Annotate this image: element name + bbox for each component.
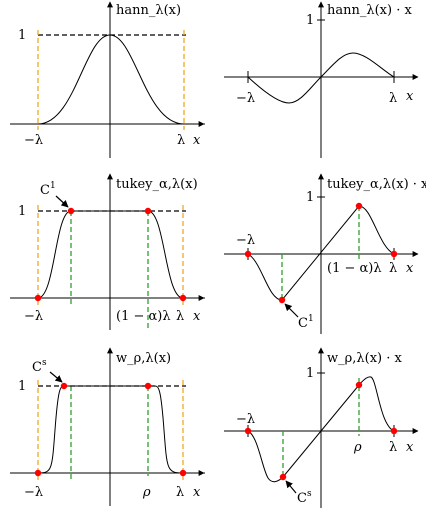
- y-axis-label: hann_λ(x): [116, 3, 181, 18]
- y-tick-one: 1: [18, 28, 26, 43]
- x-tick-lambda: λ: [176, 309, 184, 324]
- marker-point: [60, 382, 68, 390]
- y-axis-label: tukey_α,λ(x) · x: [327, 177, 426, 192]
- marker-point: [34, 469, 42, 477]
- x-axis-label: x: [406, 440, 414, 455]
- panel-tukey: C1 1 −λ (1 − α)λ λ x tukey_α,λ(x): [10, 173, 205, 330]
- c1-arrow: [55, 195, 69, 208]
- panel-hann-times-x: 1 −λ λ x hann_λ(x) · x: [224, 1, 419, 158]
- x-tick-minus-lambda: −λ: [236, 233, 255, 248]
- x-tick-minus-lambda: −λ: [24, 309, 43, 324]
- x-tick-rho: ρ: [142, 485, 151, 500]
- c1-arrow: [284, 303, 299, 318]
- x-axis-label: x: [406, 261, 414, 276]
- w-times-x-curve: [224, 376, 412, 483]
- marker-point: [34, 294, 42, 302]
- panel-w: Cs 1 −λ ρ λ x w_ρ,λ(x): [10, 347, 205, 506]
- y-axis-label: w_ρ,λ(x): [116, 351, 171, 366]
- x-tick-rho: ρ: [353, 440, 362, 455]
- y-tick-one: 1: [306, 366, 314, 381]
- x-tick-minus-lambda: −λ: [236, 91, 255, 106]
- x-tick-lambda: λ: [389, 440, 397, 455]
- x-tick-one-minus-alpha-lambda: (1 − α)λ: [116, 309, 171, 324]
- tukey-curve: [10, 210, 205, 299]
- x-axis-label: x: [193, 133, 201, 148]
- panel-tukey-times-x: C1 1 −λ (1 − α)λ λ x tukey_α,λ(x) · x: [224, 173, 426, 334]
- y-tick-one: 1: [306, 190, 314, 205]
- x-tick-minus-lambda: −λ: [24, 133, 43, 148]
- x-tick-minus-lambda: −λ: [236, 412, 255, 427]
- y-tick-one: 1: [306, 13, 314, 28]
- marker-point: [278, 296, 286, 304]
- marker-point: [144, 382, 152, 390]
- y-tick-one: 1: [18, 379, 26, 394]
- marker-point: [144, 207, 152, 215]
- y-axis-label: hann_λ(x) · x: [327, 3, 412, 18]
- x-tick-lambda: λ: [176, 485, 184, 500]
- marker-point: [355, 202, 363, 210]
- tukey-times-x-curve: [224, 205, 412, 301]
- x-tick-one-minus-alpha-lambda: (1 − α)λ: [327, 261, 382, 276]
- cs-arrow: [49, 371, 63, 383]
- y-tick-one: 1: [18, 204, 26, 219]
- x-tick-lambda: λ: [389, 91, 397, 106]
- x-tick-lambda: λ: [389, 261, 397, 276]
- marker-point: [67, 207, 75, 215]
- y-axis-label: w_ρ,λ(x) · x: [327, 351, 403, 366]
- marker-point: [279, 473, 287, 481]
- x-tick-minus-lambda: −λ: [24, 485, 43, 500]
- panel-w-times-x: Cs 1 −λ ρ λ x w_ρ,λ(x) · x: [224, 347, 419, 508]
- cs-arrow: [285, 480, 297, 494]
- c1-label: C1: [298, 314, 314, 331]
- c1-label: C1: [40, 181, 56, 198]
- x-tick-lambda: λ: [177, 133, 185, 148]
- marker-point: [179, 469, 187, 477]
- x-axis-label: x: [406, 89, 414, 104]
- w-curve: [10, 385, 205, 474]
- cs-label: Cs: [297, 489, 312, 506]
- hann-times-x-curve: [224, 52, 412, 104]
- cs-label: Cs: [32, 358, 47, 375]
- marker-point: [244, 427, 252, 435]
- panel-hann: 1 −λ λ x hann_λ(x): [10, 1, 205, 158]
- hann-curve: [10, 34, 205, 125]
- x-axis-label: x: [193, 485, 201, 500]
- y-axis-label: tukey_α,λ(x): [116, 177, 198, 192]
- marker-point: [390, 250, 398, 258]
- marker-point: [244, 250, 252, 258]
- x-axis-label: x: [193, 309, 201, 324]
- marker-point: [390, 427, 398, 435]
- marker-point: [355, 381, 363, 389]
- marker-point: [179, 294, 187, 302]
